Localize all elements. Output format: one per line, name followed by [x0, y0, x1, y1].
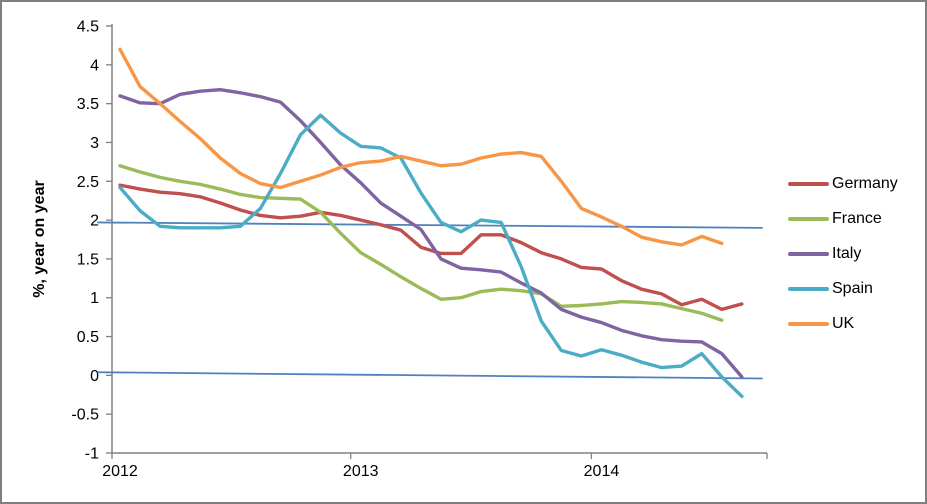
y-axis-tick-label: 4: [90, 57, 99, 74]
legend-marker-germany: [788, 182, 829, 186]
legend-item-spain: Spain: [788, 279, 873, 299]
reference-line-trend-near-0pct: [97, 371, 763, 380]
y-axis-tick-label: 1.5: [77, 251, 99, 268]
legend-marker-france: [788, 217, 829, 221]
legend-item-germany: Germany: [788, 174, 898, 194]
legend-label-germany: Germany: [832, 175, 898, 192]
y-axis-tick-label: 0.5: [77, 329, 99, 346]
legend-marker-italy: [788, 252, 829, 256]
legend-label-italy: Italy: [832, 245, 862, 262]
y-axis-tick-label: 4.5: [77, 19, 99, 36]
legend-label-uk: UK: [832, 315, 855, 332]
y-axis-tick-label: 1: [90, 290, 99, 307]
x-axis-tick-label-2014: 2014: [583, 463, 620, 480]
legend-item-italy: Italy: [788, 244, 861, 264]
y-axis-tick-label: 0: [90, 368, 99, 385]
series-line-spain: [118, 113, 744, 399]
y-axis-tick-label: 3.5: [77, 96, 99, 113]
series-line-italy: [118, 87, 744, 379]
y-axis-tick-label: -1: [85, 446, 99, 463]
y-axis-tick-label: 2.5: [77, 174, 99, 191]
y-axis-title: %, year on year: [31, 180, 48, 298]
legend-item-uk: UK: [788, 314, 854, 334]
x-axis-tick-label-2012: 2012: [102, 463, 138, 480]
series-line-uk: [118, 47, 724, 247]
y-axis-tick-label: 2: [90, 213, 99, 230]
series-line-france: [118, 164, 724, 322]
series-line-germany: [118, 183, 744, 312]
y-axis-tick-label: 3: [90, 135, 99, 152]
legend-marker-spain: [788, 287, 829, 291]
legend-item-france: France: [788, 209, 882, 229]
y-axis-tick-label: -0.5: [71, 407, 99, 424]
legend-marker-uk: [788, 322, 829, 326]
legend-label-france: France: [832, 210, 882, 227]
legend-label-spain: Spain: [832, 280, 873, 297]
x-axis-tick-label-2013: 2013: [342, 463, 379, 480]
reference-line-trend-near-2pct: [97, 221, 763, 229]
legend: Germany France Italy Spain UK: [788, 167, 925, 342]
